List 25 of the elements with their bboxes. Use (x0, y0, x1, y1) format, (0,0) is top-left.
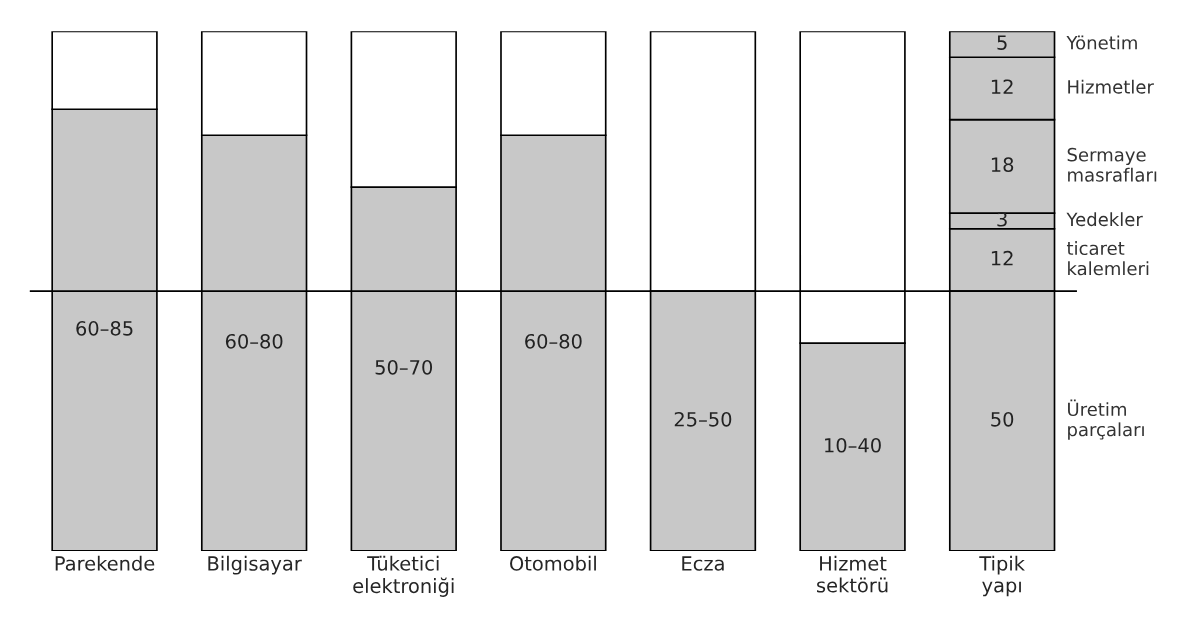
x-tick-label: Otomobil (510, 555, 596, 571)
series-label: ticaret kalemleri (1066, 241, 1149, 276)
data-label: 12 (991, 250, 1013, 266)
series-label: Yedekler (1066, 212, 1143, 227)
data-label: 50 (991, 411, 1014, 427)
data-label: 5 (997, 35, 1007, 50)
x-tick-label: Parekende (55, 555, 155, 571)
series-label: Yönetim (1066, 35, 1137, 50)
data-label: 3 (997, 211, 1007, 227)
data-label: 18 (991, 157, 1014, 173)
x-tick-label: Bilgisayar (208, 555, 302, 575)
data-label: 25–50 (674, 411, 732, 427)
series-label: Üretim parçaları (1068, 399, 1144, 440)
data-label: 12 (991, 79, 1013, 94)
data-label: 60–80 (225, 333, 283, 349)
series-label: Sermaye masrafları (1067, 147, 1157, 182)
data-label: 50–70 (375, 359, 433, 375)
x-tick-label: Tüketici elektroniği (353, 555, 454, 597)
data-label: 60–80 (525, 333, 582, 349)
x-tick-label: Hizmet sektörü (817, 555, 888, 593)
x-tick-label: Tipik yapı (979, 555, 1025, 597)
series-label: Hizmetler (1068, 79, 1154, 94)
data-label: 10–40 (825, 437, 881, 453)
x-tick-label: Ecza (682, 556, 724, 571)
data-label: 60–85 (76, 320, 133, 336)
